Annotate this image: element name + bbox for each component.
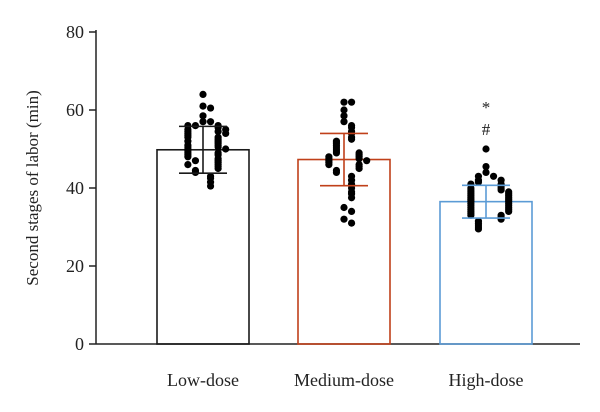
data-point — [214, 143, 222, 151]
data-point — [332, 149, 341, 157]
data-point — [505, 207, 513, 215]
data-point — [474, 225, 483, 233]
data-point — [325, 161, 333, 169]
data-point — [199, 90, 207, 98]
error-bars — [179, 125, 510, 219]
bar — [156, 148, 250, 345]
annotations: #* — [482, 98, 491, 153]
data-point — [222, 129, 230, 137]
y-tick-label: 0 — [75, 334, 84, 354]
data-point — [347, 219, 356, 227]
y-axis-title: Second stages of labor (min) — [23, 90, 42, 285]
data-point — [214, 127, 222, 136]
data-point — [347, 98, 356, 106]
y-tick-label: 80 — [66, 22, 84, 42]
data-point — [206, 182, 215, 190]
x-tick-label: Medium-dose — [294, 370, 394, 390]
significance-marker: * — [482, 98, 491, 117]
data-point — [199, 118, 207, 126]
data-point — [363, 157, 371, 165]
y-tick-label: 60 — [66, 100, 84, 120]
axes: 0 20 40 60 80 Low-dose Medium-dose High-dose — [66, 22, 580, 390]
data-point — [347, 207, 356, 215]
data-point — [467, 211, 475, 219]
data-point — [482, 145, 490, 153]
data-point — [332, 168, 341, 176]
data-point — [347, 135, 356, 143]
data-point — [497, 215, 505, 223]
data-point — [474, 178, 483, 186]
data-point — [347, 194, 356, 202]
data-point — [222, 145, 230, 153]
data-point — [355, 164, 363, 173]
data-point — [191, 157, 200, 165]
data-point — [214, 164, 222, 173]
bar — [297, 158, 391, 345]
data-point — [340, 112, 348, 120]
data-point — [206, 104, 215, 112]
data-point — [199, 112, 207, 120]
data-point — [340, 118, 348, 126]
data-point — [482, 162, 490, 171]
data-point — [355, 155, 363, 163]
x-tick-label: Low-dose — [167, 370, 239, 390]
y-tick-label: 40 — [66, 178, 84, 198]
data-point — [206, 118, 215, 126]
data-point — [184, 161, 192, 169]
data-point — [497, 186, 505, 194]
data-point — [340, 98, 348, 106]
data-point — [340, 106, 348, 114]
y-tick-label: 20 — [66, 256, 84, 276]
data-points — [184, 90, 513, 233]
data-point — [340, 215, 348, 223]
data-point — [199, 102, 207, 110]
bar — [439, 200, 533, 345]
data-point — [489, 172, 498, 180]
x-tick-label: High-dose — [449, 370, 524, 390]
data-point — [482, 168, 490, 176]
data-point — [184, 153, 192, 161]
data-point — [340, 203, 348, 212]
significance-marker: # — [482, 120, 491, 139]
